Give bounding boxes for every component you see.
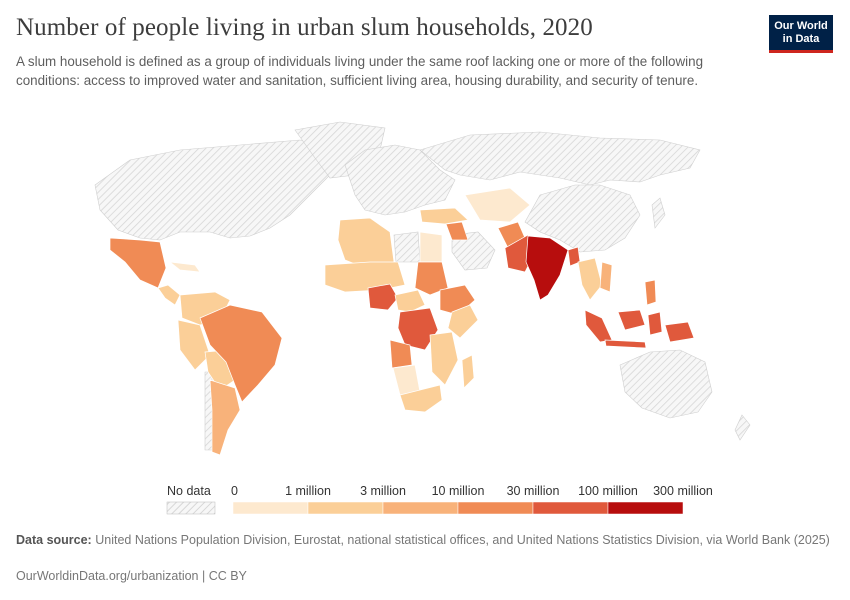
north-america[interactable]: [94, 139, 341, 241]
south-africa[interactable]: [399, 384, 443, 413]
iraq[interactable]: [445, 221, 469, 241]
central-africa[interactable]: [394, 289, 426, 313]
legend-threshold-6: 300 million: [653, 484, 713, 498]
central-asia[interactable]: [464, 187, 531, 223]
central-america[interactable]: [157, 284, 181, 306]
nigeria[interactable]: [367, 283, 399, 311]
madagascar[interactable]: [461, 354, 475, 389]
tanzania-mozambique[interactable]: [429, 331, 459, 386]
china[interactable]: [524, 184, 641, 253]
chart-title: Number of people living in urban slum ho…: [16, 14, 593, 41]
mexico[interactable]: [109, 237, 167, 289]
australia[interactable]: [619, 349, 713, 419]
indonesia-java[interactable]: [604, 339, 647, 349]
turkey-iran[interactable]: [419, 207, 469, 225]
india[interactable]: [525, 235, 569, 301]
legend-bin-4: [532, 501, 609, 515]
new-zealand[interactable]: [734, 414, 751, 441]
legend-swatches: [166, 501, 684, 515]
owid-logo[interactable]: Our World in Data: [769, 15, 833, 53]
legend-bin-5: [607, 501, 684, 515]
myanmar-thailand[interactable]: [577, 257, 603, 301]
peru[interactable]: [177, 319, 211, 371]
legend-bin-0: [232, 501, 309, 515]
logo-line-2: in Data: [782, 33, 820, 45]
legend-bin-3: [457, 501, 534, 515]
dr-congo[interactable]: [397, 307, 439, 351]
legend-threshold-5: 100 million: [578, 484, 638, 498]
somalia-kenya[interactable]: [447, 304, 479, 339]
legend-no-data-swatch: [166, 501, 216, 515]
indonesia-borneo[interactable]: [617, 309, 646, 331]
chart-subtitle: A slum household is defined as a group o…: [16, 54, 704, 88]
libya[interactable]: [393, 231, 421, 263]
egypt[interactable]: [419, 231, 443, 263]
legend-threshold-3: 10 million: [431, 484, 485, 498]
saudi-arabia[interactable]: [451, 231, 496, 271]
indonesia-sumatra[interactable]: [584, 309, 613, 343]
sahel[interactable]: [324, 261, 406, 293]
legend: No data 0 1 million 3 million 10 million 30 …: [0, 480, 850, 520]
philippines[interactable]: [644, 279, 657, 306]
logo-line-1: Our World: [774, 20, 828, 32]
legend-threshold-1: 1 million: [285, 484, 331, 498]
footer-link[interactable]: OurWorldinData.org/urbanization | CC BY: [16, 569, 247, 583]
legend-threshold-4: 30 million: [506, 484, 560, 498]
source-label: Data source:: [16, 533, 92, 547]
legend-threshold-2: 3 million: [360, 484, 406, 498]
papua-new-guinea[interactable]: [664, 321, 695, 343]
angola[interactable]: [389, 339, 413, 369]
europe[interactable]: [344, 144, 456, 216]
vietnam[interactable]: [599, 261, 613, 293]
caribbean[interactable]: [168, 261, 201, 273]
argentina[interactable]: [209, 379, 241, 456]
source-text: United Nations Population Division, Euro…: [95, 533, 830, 547]
indonesia-sulawesi[interactable]: [647, 311, 663, 336]
japan[interactable]: [651, 197, 666, 229]
sudan[interactable]: [414, 261, 449, 296]
data-source: Data source: United Nations Population D…: [16, 532, 831, 549]
legend-bin-1: [307, 501, 384, 515]
namibia-botswana[interactable]: [392, 364, 421, 396]
legend-no-data-label: No data: [167, 484, 211, 498]
russia[interactable]: [419, 131, 701, 186]
legend-bin-2: [382, 501, 459, 515]
world-map[interactable]: [0, 110, 850, 475]
legend-threshold-0: 0: [231, 484, 238, 498]
brazil[interactable]: [199, 304, 283, 403]
